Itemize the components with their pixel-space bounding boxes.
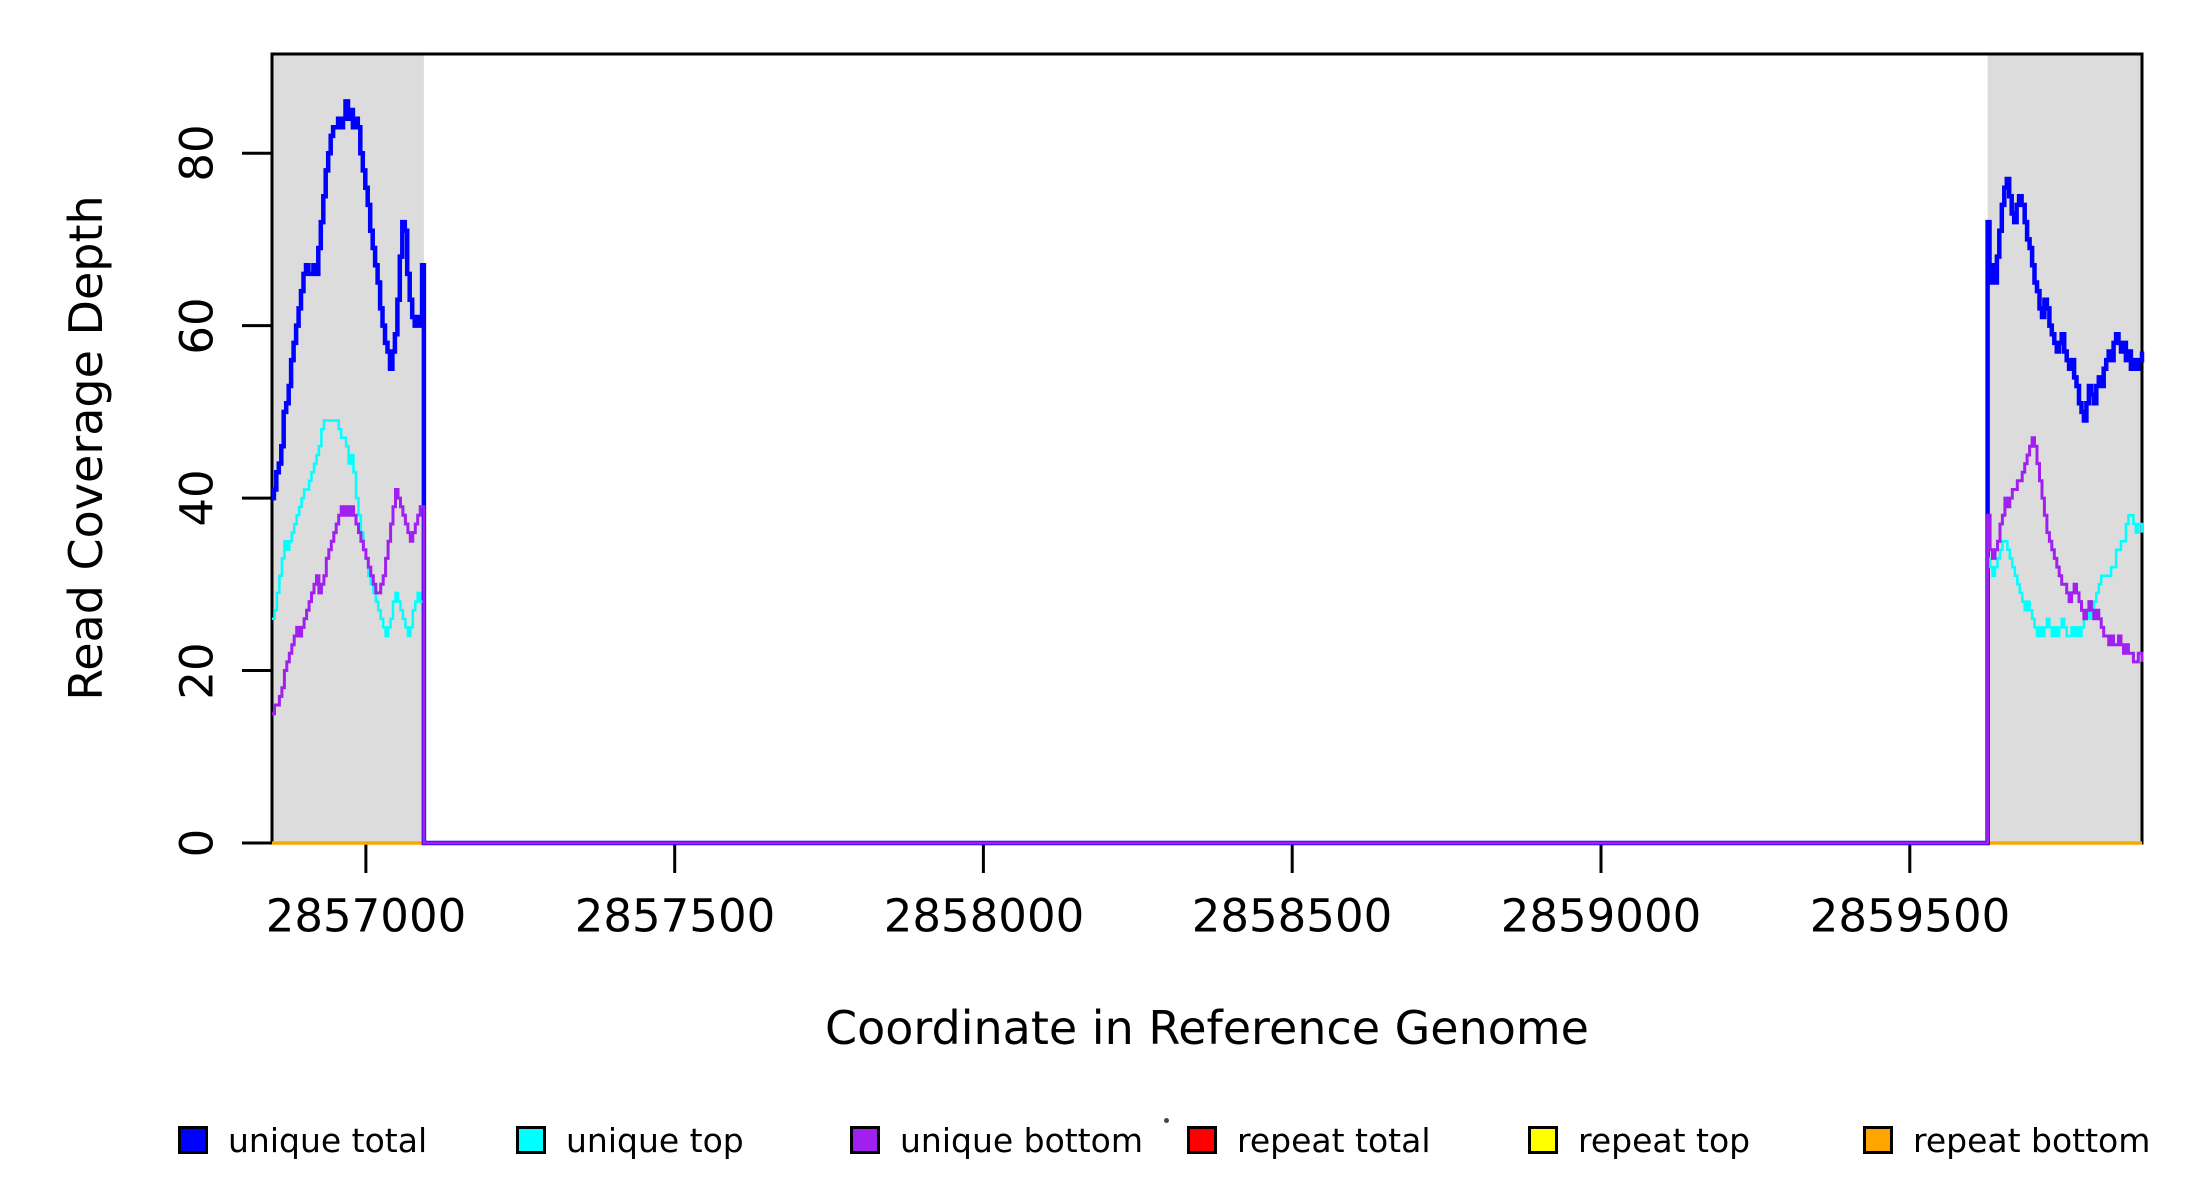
y-tick-label-20: 20 [170, 641, 224, 700]
y-tick-label-40: 40 [170, 469, 224, 527]
legend-item-repeat-total: repeat total [1187, 1121, 1431, 1160]
y-tick-label-60: 60 [170, 296, 224, 355]
legend-item-unique-bottom: unique bottom [850, 1121, 1143, 1160]
plot-border [270, 52, 2144, 845]
y-axis-title: Read Coverage Depth [59, 195, 113, 701]
series-line-unique-total [271, 99, 2145, 846]
highlight-band-right [1987, 54, 2142, 843]
series-line-unique-top [272, 419, 2144, 845]
y-tick-label-80: 80 [170, 124, 224, 182]
legend-swatch-unique-top [516, 1126, 546, 1154]
legend-swatch-unique-bottom [850, 1126, 880, 1154]
legend-item-unique-total: unique total [178, 1121, 427, 1160]
x-tick-label-2859500: 2859500 [1809, 889, 2011, 943]
legend-swatch-repeat-total [1187, 1126, 1217, 1154]
legend-item-repeat-bottom: repeat bottom [1863, 1121, 2150, 1160]
stray-point-marker [1164, 1118, 1169, 1123]
legend-swatch-repeat-top [1528, 1126, 1558, 1154]
legend-swatch-repeat-bottom [1863, 1126, 1893, 1154]
series-line-unique-bottom [272, 436, 2144, 845]
x-tick-label-2857000: 2857000 [265, 889, 467, 943]
legend-swatch-unique-total [178, 1126, 208, 1154]
x-axis-title: Coordinate in Reference Genome [825, 1001, 1589, 1055]
legend-item-unique-top: unique top [516, 1121, 744, 1160]
legend-item-repeat-top: repeat top [1528, 1121, 1750, 1160]
x-tick-label-2858000: 2858000 [883, 889, 1085, 943]
x-tick-label-2858500: 2858500 [1191, 889, 1393, 943]
x-tick-label-2859000: 2859000 [1500, 889, 1702, 943]
x-tick-label-2857500: 2857500 [574, 889, 776, 943]
y-tick-label-0: 0 [170, 828, 224, 858]
